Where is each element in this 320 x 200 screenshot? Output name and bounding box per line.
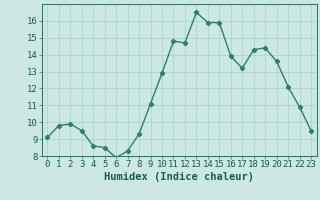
X-axis label: Humidex (Indice chaleur): Humidex (Indice chaleur)	[104, 172, 254, 182]
